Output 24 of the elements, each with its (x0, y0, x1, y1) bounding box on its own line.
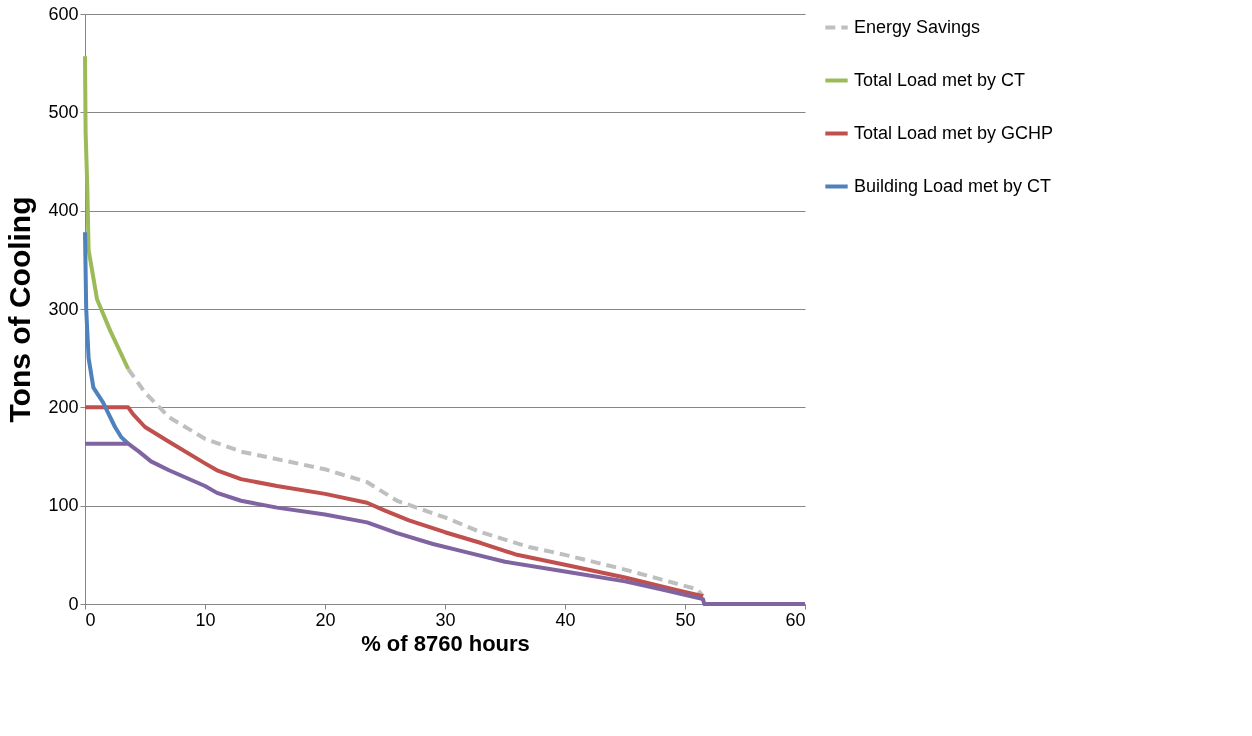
line-series (83, 54, 131, 371)
legend-label: Total Load met by CT (854, 69, 1026, 90)
x-tick-label: 30 (435, 609, 456, 630)
line-series (83, 441, 807, 606)
y-tick-label: 500 (48, 101, 79, 122)
x-tick-label: 40 (555, 609, 576, 630)
y-tick-label: 600 (48, 3, 79, 24)
y-tick-label: 400 (48, 200, 79, 221)
x-tick-label: 20 (315, 609, 336, 630)
x-tick-label: 0 (85, 609, 96, 630)
legend-label: Building Load met by CT (854, 175, 1052, 196)
y-axis-title: Tons of Cooling (3, 196, 37, 423)
line-series (126, 366, 705, 599)
x-tick-label: 50 (675, 609, 696, 630)
y-tick-label: 300 (48, 298, 79, 319)
x-axis-title: % of 8760 hours (361, 630, 530, 656)
y-tick-label: 100 (48, 495, 79, 516)
legend-label: Energy Savings (854, 16, 981, 37)
line-series (83, 405, 705, 599)
y-tick-label: 200 (48, 396, 79, 417)
x-tick-label: 10 (195, 609, 216, 630)
x-tick-label: 60 (785, 609, 806, 630)
legend-label: Total Load met by GCHP (854, 122, 1054, 143)
y-tick-label: 0 (68, 593, 79, 614)
